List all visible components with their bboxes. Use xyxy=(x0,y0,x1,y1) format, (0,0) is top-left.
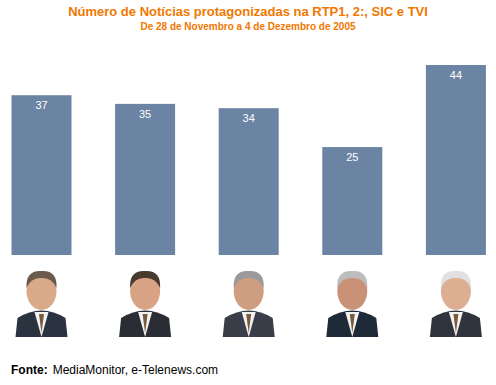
portrait-shirt xyxy=(345,312,359,337)
bar xyxy=(322,147,382,255)
data-label: 37 xyxy=(35,99,47,111)
portrait-hair xyxy=(441,271,471,288)
data-label: 35 xyxy=(139,108,151,120)
portrait-shirt xyxy=(242,312,256,337)
portrait-hair xyxy=(234,271,264,288)
portrait xyxy=(326,265,378,337)
portrait xyxy=(16,265,68,337)
portrait-suit xyxy=(430,311,482,338)
portrait-suit xyxy=(326,311,378,338)
portrait-shirt xyxy=(138,312,152,337)
portrait-tie xyxy=(39,314,44,333)
portrait-frame xyxy=(16,265,68,337)
chart-container: Número de Notícias protagonizadas na RTP… xyxy=(0,0,496,385)
background xyxy=(0,0,496,385)
bar xyxy=(219,108,279,255)
portrait-suit xyxy=(119,311,171,338)
data-label: 34 xyxy=(243,112,255,124)
portrait-hair xyxy=(26,271,56,288)
data-labels: 37 35 34 25 44 xyxy=(35,69,462,163)
portrait-frame xyxy=(223,265,275,337)
portrait-frame xyxy=(119,265,171,337)
bar xyxy=(12,95,72,255)
bars xyxy=(12,65,486,255)
bar xyxy=(115,104,175,255)
subtitle: De 28 de Novembro a 4 de Dezembro de 200… xyxy=(140,21,356,32)
portrait-tie xyxy=(350,314,355,333)
portrait xyxy=(430,265,482,337)
portrait xyxy=(119,265,171,337)
portrait-frame xyxy=(430,265,482,337)
portrait-hair xyxy=(337,271,367,288)
portrait-suit xyxy=(16,311,68,338)
portrait-suit xyxy=(223,311,275,338)
portrait-tie xyxy=(143,314,148,333)
portrait-shirt xyxy=(35,312,49,337)
portrait-tie xyxy=(453,314,458,333)
bar xyxy=(426,65,486,255)
portrait-hair xyxy=(130,271,160,288)
data-label: 25 xyxy=(346,151,358,163)
portrait-frame xyxy=(326,265,378,337)
data-label: 44 xyxy=(450,69,462,81)
source-label: Fonte: xyxy=(11,363,48,377)
source: Fonte: MediaMonitor, e-Telenews.com xyxy=(11,363,218,377)
portrait-tie xyxy=(246,314,251,333)
title: Número de Notícias protagonizadas na RTP… xyxy=(68,4,428,19)
chart-svg: Número de Notícias protagonizadas na RTP… xyxy=(0,0,496,385)
source-text: MediaMonitor, e-Telenews.com xyxy=(53,363,218,377)
portrait-shirt xyxy=(449,312,463,337)
portrait xyxy=(223,265,275,337)
